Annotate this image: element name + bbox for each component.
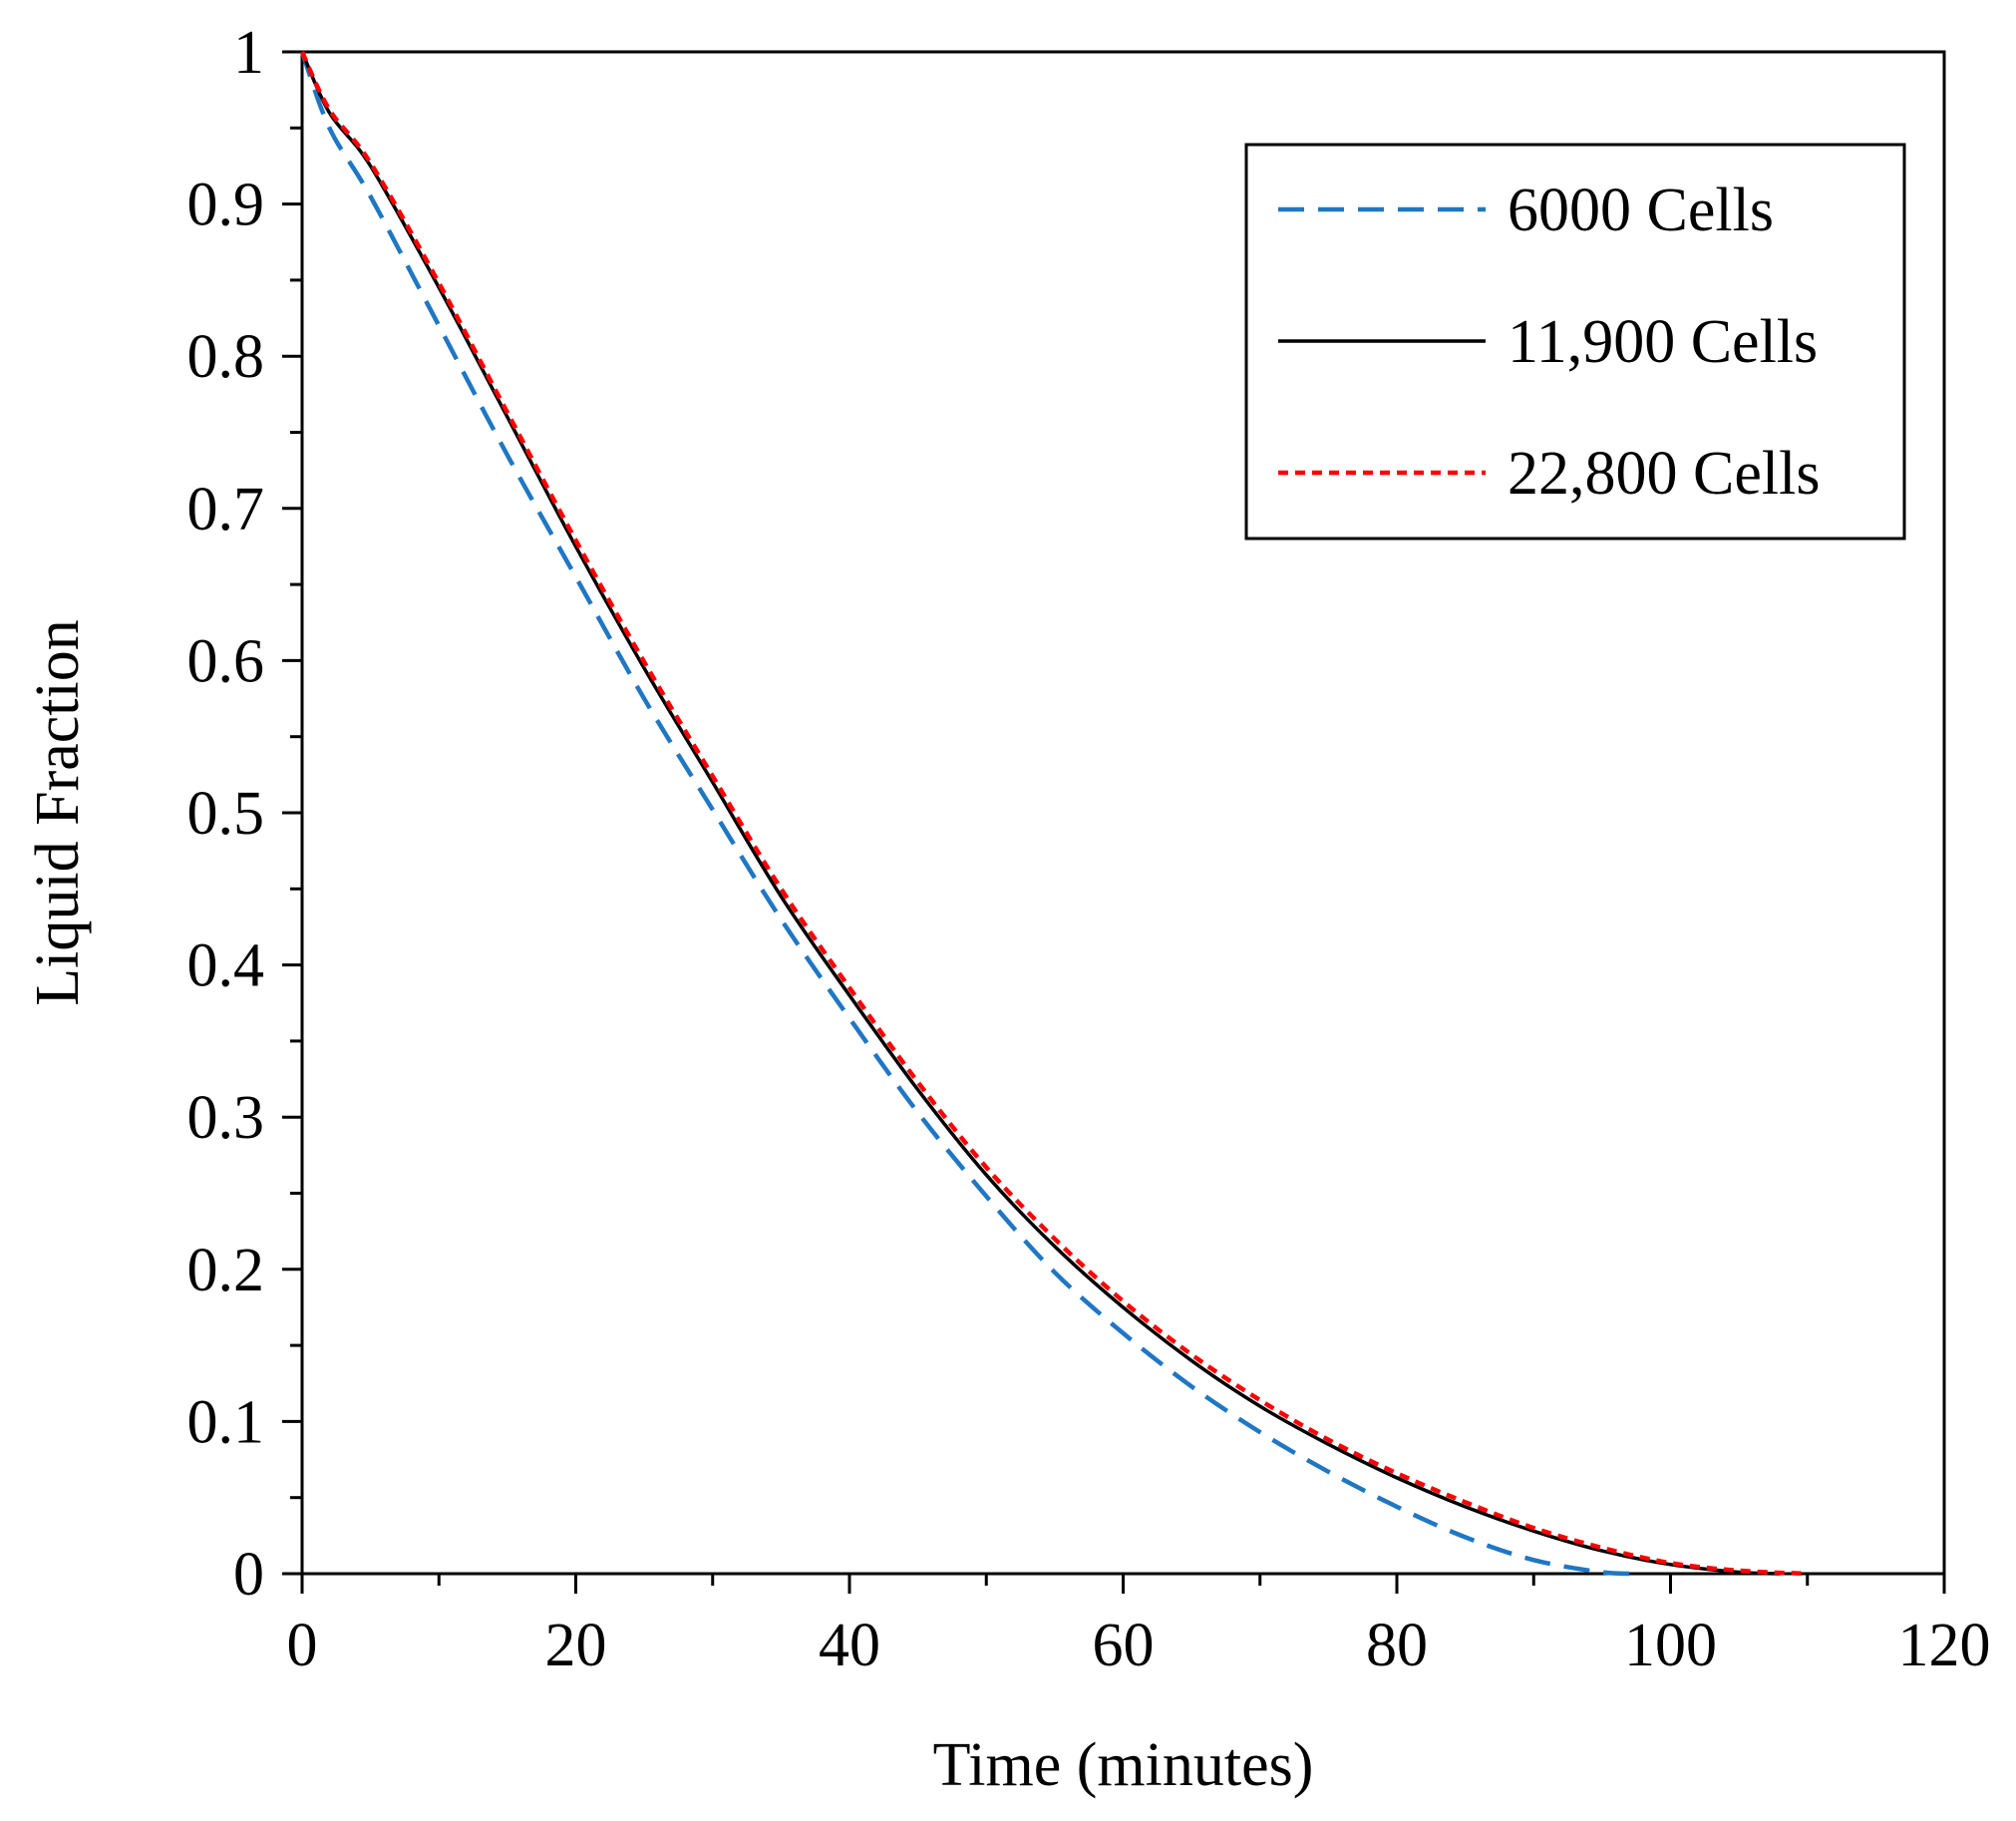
y-tick-label: 0 — [233, 1541, 264, 1609]
y-tick-label: 0.8 — [187, 323, 265, 391]
axis-ticks: 0 20 40 60 80 100 120 0 0.1 0.2 0.3 0.4 0.5 0.6 0.7 0.8… — [187, 19, 1991, 1679]
series-line-2 — [300, 51, 1781, 1576]
x-tick-label: 40 — [819, 1612, 880, 1679]
y-tick-label: 0.9 — [187, 172, 265, 239]
series-layer — [299, 51, 1808, 1577]
y-tick-label: 0.4 — [187, 932, 265, 1000]
y-tick-label: 1 — [233, 19, 264, 87]
x-tick-label: 20 — [545, 1612, 607, 1679]
legend-label-2: 11,900 Cells — [1508, 308, 1818, 376]
x-axis-title: Time (minutes) — [933, 1731, 1314, 1799]
x-tick-label: 120 — [1898, 1612, 1991, 1679]
x-tick-label: 60 — [1093, 1612, 1155, 1679]
legend-label-1: 6000 Cells — [1508, 177, 1774, 244]
y-tick-label: 0.2 — [187, 1237, 265, 1304]
x-tick-label: 80 — [1366, 1612, 1428, 1679]
y-tick-label: 0.5 — [187, 780, 265, 848]
legend: 6000 Cells 11,900 Cells 22,800 Cells — [1244, 143, 1906, 541]
y-tick-label: 0.6 — [187, 627, 265, 695]
legend-label-3: 22,800 Cells — [1508, 440, 1820, 508]
y-tick-label: 0.1 — [187, 1388, 265, 1456]
series-line-1 — [299, 51, 1644, 1577]
x-tick-label: 0 — [287, 1612, 318, 1679]
series-line-3 — [299, 51, 1808, 1577]
y-tick-label: 0.7 — [187, 476, 265, 544]
x-tick-label: 100 — [1624, 1612, 1717, 1679]
y-tick-label: 0.3 — [187, 1084, 265, 1152]
y-axis-title: Liquid Fraction — [24, 619, 92, 1005]
